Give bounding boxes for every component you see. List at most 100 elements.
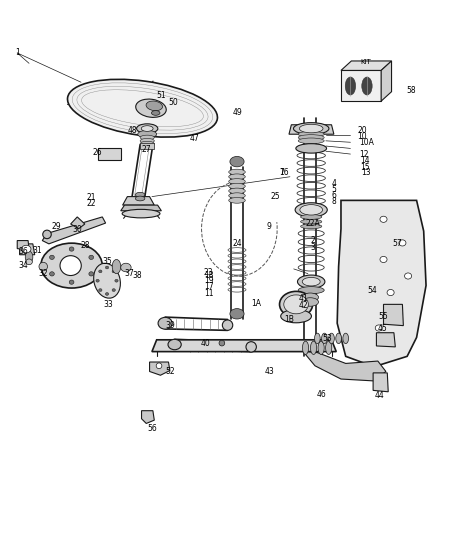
Ellipse shape: [229, 174, 245, 179]
Polygon shape: [376, 333, 395, 347]
Ellipse shape: [99, 289, 102, 291]
Text: 46: 46: [317, 390, 326, 399]
Text: 30: 30: [73, 225, 82, 234]
Ellipse shape: [138, 130, 156, 138]
Ellipse shape: [105, 266, 109, 269]
Ellipse shape: [328, 333, 334, 343]
Ellipse shape: [336, 333, 341, 343]
Ellipse shape: [302, 293, 319, 301]
Ellipse shape: [156, 363, 162, 369]
Text: 8: 8: [331, 197, 336, 206]
Ellipse shape: [404, 273, 411, 279]
Text: 34: 34: [18, 261, 28, 270]
Ellipse shape: [141, 126, 153, 131]
Text: 58: 58: [406, 86, 416, 95]
Ellipse shape: [310, 341, 317, 354]
Ellipse shape: [321, 333, 327, 343]
Ellipse shape: [229, 169, 245, 175]
Text: 28: 28: [80, 241, 90, 250]
Ellipse shape: [302, 298, 319, 306]
Text: 31: 31: [33, 246, 43, 254]
Polygon shape: [383, 304, 403, 326]
Ellipse shape: [230, 156, 244, 167]
Ellipse shape: [298, 135, 324, 140]
Ellipse shape: [222, 320, 233, 330]
Ellipse shape: [395, 311, 402, 317]
Ellipse shape: [89, 272, 93, 276]
Ellipse shape: [112, 289, 115, 291]
Ellipse shape: [293, 123, 329, 135]
Polygon shape: [381, 61, 392, 101]
Ellipse shape: [300, 205, 322, 215]
Text: 49: 49: [232, 108, 242, 118]
Text: 2: 2: [310, 236, 315, 245]
Text: 35: 35: [102, 257, 112, 266]
Ellipse shape: [315, 333, 320, 343]
Text: 14: 14: [360, 156, 370, 164]
Ellipse shape: [326, 341, 332, 354]
Ellipse shape: [380, 256, 387, 263]
Ellipse shape: [318, 341, 324, 354]
Ellipse shape: [115, 279, 118, 282]
Ellipse shape: [50, 255, 55, 259]
Text: 26: 26: [93, 148, 102, 157]
Polygon shape: [337, 200, 426, 367]
Ellipse shape: [298, 138, 324, 144]
Ellipse shape: [146, 101, 163, 111]
Text: 6: 6: [331, 191, 337, 200]
Text: 38: 38: [132, 270, 142, 279]
Ellipse shape: [229, 188, 245, 194]
Ellipse shape: [137, 124, 158, 133]
Ellipse shape: [298, 275, 325, 288]
Ellipse shape: [121, 263, 131, 272]
Ellipse shape: [380, 216, 387, 222]
Ellipse shape: [229, 198, 245, 203]
Ellipse shape: [39, 262, 47, 271]
Text: 44: 44: [375, 391, 385, 400]
Ellipse shape: [105, 293, 109, 295]
Ellipse shape: [301, 215, 322, 219]
Text: 40: 40: [200, 338, 210, 348]
Text: KIT: KIT: [360, 59, 371, 65]
Ellipse shape: [41, 243, 102, 288]
Text: 17: 17: [204, 282, 214, 291]
Polygon shape: [150, 362, 170, 375]
Polygon shape: [17, 241, 29, 250]
Ellipse shape: [69, 280, 74, 284]
Text: 9: 9: [266, 222, 271, 231]
Ellipse shape: [112, 270, 115, 273]
Polygon shape: [142, 411, 155, 423]
Text: 3: 3: [310, 243, 315, 252]
Text: 10: 10: [357, 132, 367, 141]
Text: 1B: 1B: [284, 315, 294, 324]
Polygon shape: [98, 148, 121, 160]
Text: 51: 51: [156, 91, 166, 100]
Polygon shape: [42, 217, 106, 244]
Text: 56: 56: [147, 424, 157, 433]
Text: 39: 39: [165, 321, 175, 330]
Text: 1A: 1A: [251, 299, 261, 308]
Text: 22: 22: [87, 199, 96, 208]
Ellipse shape: [140, 135, 155, 140]
Ellipse shape: [94, 263, 120, 298]
Text: 19: 19: [204, 276, 214, 285]
Ellipse shape: [26, 259, 32, 264]
Text: 32: 32: [38, 269, 48, 278]
Ellipse shape: [375, 325, 383, 331]
Ellipse shape: [284, 295, 309, 314]
Text: 52: 52: [165, 367, 175, 376]
Ellipse shape: [229, 183, 245, 189]
Polygon shape: [303, 352, 386, 381]
Ellipse shape: [229, 193, 245, 199]
Ellipse shape: [67, 79, 218, 137]
Text: 5: 5: [331, 185, 337, 194]
Text: 47: 47: [190, 135, 200, 144]
Ellipse shape: [301, 219, 322, 224]
Ellipse shape: [298, 286, 324, 294]
Polygon shape: [121, 205, 161, 211]
Text: 16: 16: [280, 167, 289, 177]
Text: 37: 37: [125, 269, 134, 278]
Text: 54: 54: [367, 286, 377, 295]
Text: 15: 15: [360, 163, 370, 172]
Ellipse shape: [295, 203, 327, 217]
